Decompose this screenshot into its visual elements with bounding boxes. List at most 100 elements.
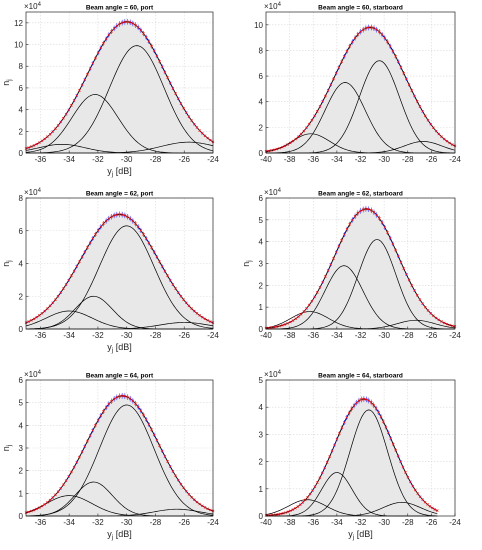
data-point <box>179 482 183 486</box>
data-point <box>182 298 185 301</box>
panel-beam-64-starboard: -40 -38 -36 -34 -32 -30 -28 -26 -24 0 1 2 3 4 5×104 Bea… <box>259 370 462 541</box>
data-point <box>283 144 287 148</box>
data-point <box>62 116 65 120</box>
data-point <box>51 301 55 305</box>
data-point <box>112 27 116 30</box>
data-point <box>342 233 346 236</box>
data-point <box>120 213 124 216</box>
data-point <box>86 439 89 443</box>
data-point <box>302 129 306 133</box>
y-tick-label: 5 <box>259 376 264 385</box>
data-point <box>107 217 111 220</box>
data-point <box>104 406 108 409</box>
data-point <box>46 307 49 310</box>
data-point <box>388 236 392 240</box>
data-point <box>407 83 411 87</box>
data-point <box>278 324 281 328</box>
data-point <box>399 66 403 69</box>
data-point <box>298 503 302 506</box>
data-point <box>48 304 52 308</box>
data-point <box>306 495 309 499</box>
y-exponent-label: ×104 <box>24 2 42 11</box>
data-point <box>360 398 363 401</box>
data-point <box>48 132 52 136</box>
data-point <box>131 219 135 223</box>
y-tick-label: 0 <box>259 149 264 158</box>
data-point <box>340 60 343 64</box>
data-point <box>187 115 191 119</box>
data-point <box>27 510 30 514</box>
data-point <box>158 59 161 63</box>
data-point <box>335 437 339 441</box>
data-point <box>334 251 338 254</box>
data-point <box>401 465 405 469</box>
data-point <box>294 506 297 510</box>
data-point <box>384 425 388 429</box>
data-point <box>32 508 36 512</box>
x-tick-label: -36 <box>307 518 319 527</box>
data-point <box>83 445 87 448</box>
y-tick-label: 2 <box>259 123 264 132</box>
data-point <box>330 449 334 453</box>
y-exponent-label: ×104 <box>24 188 42 197</box>
data-point <box>372 403 375 407</box>
y-tick-label: 6 <box>259 72 264 81</box>
data-point <box>155 438 159 442</box>
x-tick-label: -32 <box>355 518 367 527</box>
data-point <box>139 409 143 413</box>
data-point <box>163 455 167 458</box>
data-point <box>166 76 169 79</box>
data-point <box>342 55 346 58</box>
data-point <box>134 23 137 27</box>
data-point <box>38 141 41 144</box>
data-point <box>313 485 317 488</box>
data-point <box>389 437 393 440</box>
data-point <box>150 44 153 48</box>
data-point <box>386 40 389 44</box>
y-tick-label: 6 <box>19 84 24 93</box>
data-point <box>280 145 284 149</box>
x-tick-label: -38 <box>284 518 296 527</box>
data-point <box>120 394 124 398</box>
data-point <box>38 506 41 509</box>
panel-beam-62-starboard: -40 -38 -36 -34 -32 -30 -28 -26 -24 0 1 2 3 4 5 6×104 Be… <box>241 188 461 340</box>
x-tick-label: -30 <box>121 331 133 340</box>
data-point <box>209 138 212 142</box>
y-exponent-power: 4 <box>278 370 282 376</box>
data-point <box>445 139 449 143</box>
data-point <box>345 416 349 419</box>
data-point <box>203 134 207 138</box>
x-tick-label: -26 <box>178 518 190 527</box>
x-tick-label: -32 <box>92 518 104 527</box>
data-point <box>375 213 379 217</box>
data-point <box>40 139 44 143</box>
data-point <box>80 450 84 454</box>
data-point <box>299 132 303 136</box>
data-point <box>99 225 103 229</box>
data-point <box>305 126 308 130</box>
y-tick-label: 1 <box>259 485 264 494</box>
data-point <box>394 55 397 58</box>
data-point <box>272 325 276 329</box>
y-tick-label: 0 <box>19 512 24 521</box>
panel-beam-60-port: -36 -34 -32 -30 -28 -26 -24 0 2 4 6 8 10 12×104 Beam a… <box>1 2 219 178</box>
data-point <box>96 51 100 55</box>
data-point <box>399 261 403 264</box>
data-point <box>126 215 129 219</box>
x-tick-label: -34 <box>63 518 75 527</box>
data-point <box>350 407 353 411</box>
data-point <box>411 484 415 488</box>
data-point <box>40 312 44 315</box>
data-point <box>338 432 341 435</box>
y-tick-label: 4 <box>259 98 264 107</box>
data-point <box>201 504 204 508</box>
data-point <box>174 474 177 478</box>
data-point <box>369 401 373 404</box>
data-point <box>80 83 84 87</box>
data-point <box>176 291 180 294</box>
data-point <box>115 213 119 216</box>
data-point <box>440 320 443 323</box>
data-point <box>128 397 132 400</box>
y-axis-label-subscript: j <box>246 260 253 262</box>
x-tick-label: -26 <box>426 155 438 164</box>
